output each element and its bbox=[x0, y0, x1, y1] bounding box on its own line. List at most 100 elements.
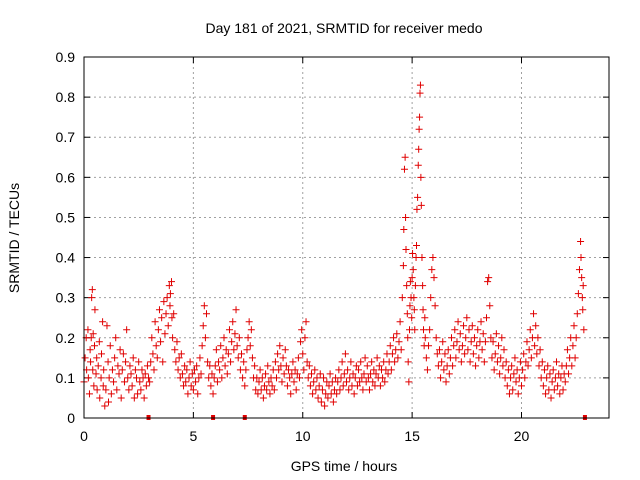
data-point bbox=[300, 366, 308, 374]
data-point bbox=[503, 382, 511, 390]
data-point bbox=[475, 354, 483, 362]
data-point bbox=[427, 294, 435, 302]
data-point bbox=[542, 390, 550, 398]
x-tick-label: 5 bbox=[189, 428, 197, 444]
data-point bbox=[199, 322, 207, 330]
data-point bbox=[287, 390, 295, 398]
data-point bbox=[355, 366, 363, 374]
y-tick-label: 0.6 bbox=[56, 169, 76, 185]
data-point bbox=[225, 326, 233, 334]
data-point bbox=[147, 358, 155, 366]
data-point bbox=[128, 382, 136, 390]
data-point bbox=[454, 318, 462, 326]
data-point bbox=[146, 378, 154, 386]
data-point bbox=[90, 382, 98, 390]
data-point bbox=[426, 326, 434, 334]
plot-frame bbox=[83, 56, 610, 419]
data-point bbox=[456, 330, 464, 338]
data-point bbox=[102, 386, 110, 394]
data-point bbox=[303, 358, 311, 366]
x-axis-label: GPS time / hours bbox=[291, 458, 398, 474]
data-point bbox=[196, 354, 204, 362]
data-point bbox=[105, 398, 112, 406]
data-point bbox=[547, 394, 555, 402]
data-point bbox=[388, 350, 396, 358]
data-point bbox=[403, 310, 411, 318]
data-point bbox=[105, 374, 113, 382]
data-point bbox=[313, 374, 321, 382]
data-point bbox=[526, 326, 534, 334]
data-point bbox=[122, 358, 130, 366]
data-point bbox=[450, 342, 458, 350]
data-point bbox=[396, 318, 404, 326]
data-point bbox=[429, 254, 437, 262]
y-axis-label: SRMTID / TECUs bbox=[6, 183, 22, 293]
data-point bbox=[218, 374, 226, 382]
data-point bbox=[281, 346, 289, 354]
data-point bbox=[411, 282, 419, 290]
data-point bbox=[546, 370, 554, 378]
data-point bbox=[145, 374, 153, 382]
data-point bbox=[508, 362, 516, 370]
data-point bbox=[131, 366, 139, 374]
data-point bbox=[168, 314, 176, 322]
data-point bbox=[373, 354, 381, 362]
data-point bbox=[203, 310, 210, 318]
data-point bbox=[384, 370, 392, 378]
data-point bbox=[178, 370, 186, 378]
data-point bbox=[265, 378, 273, 386]
data-point bbox=[369, 378, 377, 386]
data-point bbox=[486, 302, 494, 310]
data-point bbox=[103, 322, 111, 330]
data-point bbox=[363, 362, 371, 370]
data-point bbox=[360, 370, 368, 378]
data-point bbox=[223, 370, 231, 378]
data-point bbox=[338, 358, 346, 366]
data-point bbox=[126, 362, 134, 370]
data-point bbox=[406, 278, 414, 286]
data-point bbox=[207, 382, 215, 390]
data-point bbox=[324, 394, 332, 402]
data-point bbox=[278, 378, 286, 386]
data-point bbox=[554, 382, 562, 390]
data-point bbox=[565, 370, 573, 378]
data-point bbox=[575, 266, 583, 274]
data-point bbox=[406, 302, 414, 310]
data-point bbox=[115, 370, 123, 378]
data-point bbox=[356, 378, 364, 386]
data-point bbox=[172, 358, 180, 366]
data-point bbox=[458, 342, 466, 350]
data-point bbox=[502, 358, 510, 366]
data-point bbox=[440, 366, 448, 374]
data-point bbox=[159, 358, 167, 366]
data-point bbox=[375, 362, 383, 370]
data-point bbox=[379, 374, 387, 382]
data-point bbox=[263, 386, 271, 394]
data-point bbox=[228, 338, 236, 346]
data-point bbox=[538, 358, 546, 366]
data-point bbox=[514, 390, 522, 398]
data-point bbox=[403, 282, 411, 290]
data-point bbox=[292, 386, 300, 394]
data-point bbox=[418, 254, 426, 262]
data-point bbox=[444, 346, 452, 354]
data-point bbox=[512, 378, 520, 386]
data-point bbox=[114, 362, 122, 370]
data-point bbox=[556, 390, 564, 398]
data-point bbox=[402, 246, 410, 254]
data-point bbox=[245, 318, 253, 326]
y-tick-label: 0.9 bbox=[56, 49, 76, 65]
data-point bbox=[117, 394, 125, 402]
data-point bbox=[100, 366, 108, 374]
data-point bbox=[409, 266, 417, 274]
data-point bbox=[477, 318, 485, 326]
data-point bbox=[251, 362, 259, 370]
data-point bbox=[401, 153, 409, 161]
data-point bbox=[118, 366, 126, 374]
data-point bbox=[402, 213, 410, 221]
data-point bbox=[301, 334, 309, 342]
y-tick-label: 0 bbox=[67, 410, 75, 426]
data-point bbox=[302, 318, 310, 326]
